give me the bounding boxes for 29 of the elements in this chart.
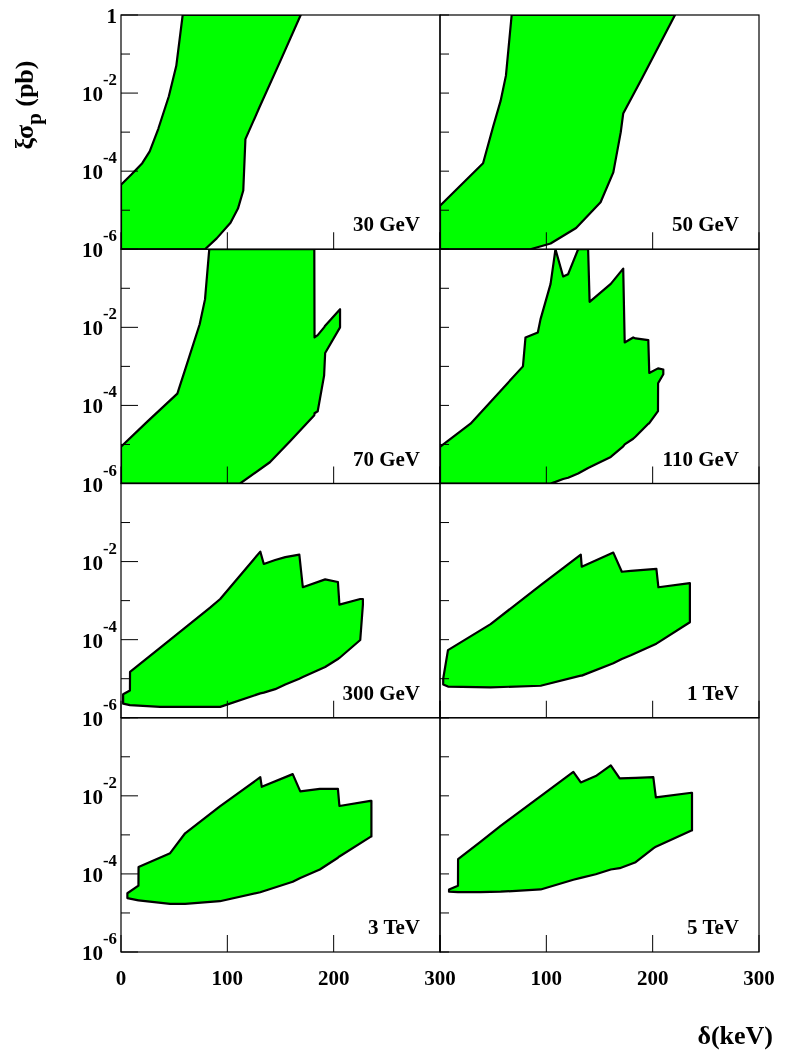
x-tick-label: 200 xyxy=(317,966,350,990)
x-axis-title: δ(keV) xyxy=(697,1021,773,1050)
y-tick-label: 10$^{-4}$ xyxy=(82,850,118,887)
y-tick-label: 10$^{-2}$ xyxy=(82,70,117,107)
annotation: 50 GeV xyxy=(671,212,739,237)
y-tick-label: 10$^{-6}$ xyxy=(82,694,117,731)
x-tick-label: 100 xyxy=(211,966,244,990)
x-tick-label: 300 xyxy=(424,966,456,990)
y-tick-label: 10$^{-6}$ xyxy=(82,226,117,263)
x-tick-label: 100 xyxy=(530,966,563,990)
x-tick-label: 0 xyxy=(115,966,127,990)
y-tick-label: 1 xyxy=(106,4,117,28)
y-tick-label: 10$^{-2}$ xyxy=(82,304,117,341)
y-tick-label: 10$^{-4}$ xyxy=(82,148,118,185)
annotation: 5 TeV xyxy=(687,915,739,939)
annotation: 110 GeV xyxy=(662,446,739,471)
y-tick-label: 10$^{-4}$ xyxy=(82,616,118,653)
y-tick-label: 10$^{-2}$ xyxy=(82,538,117,575)
annotation: 30 GeV xyxy=(352,212,420,237)
x-tick-label: 200 xyxy=(636,966,669,990)
x-tick-label: 300 xyxy=(743,966,775,990)
annotation: 70 GeV xyxy=(352,446,420,471)
y-tick-label: 10$^{-2}$ xyxy=(82,772,117,809)
y-tick-label: 10$^{-6}$ xyxy=(82,460,117,497)
annotation: 300 GeV xyxy=(342,680,420,705)
y-tick-label: 10$^{-4}$ xyxy=(82,382,118,419)
annotation: 1 TeV xyxy=(687,680,739,705)
y-tick-label: 10$^{-6}$ xyxy=(82,929,117,965)
annotation: 3 TeV xyxy=(368,915,420,939)
